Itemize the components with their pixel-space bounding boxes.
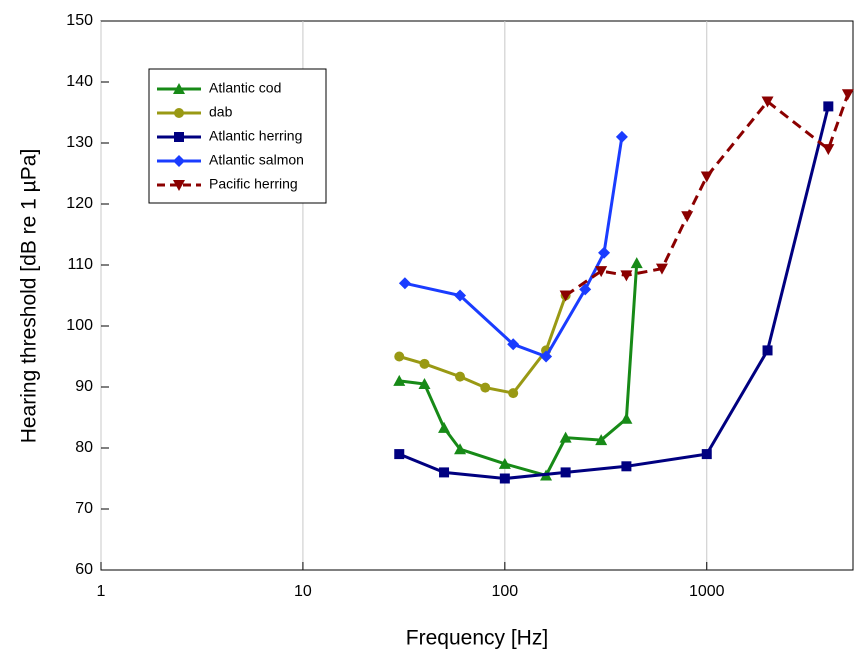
marker — [394, 449, 405, 460]
marker — [762, 345, 773, 356]
marker — [841, 89, 854, 101]
marker — [419, 358, 430, 369]
y-tick-label: 90 — [75, 378, 93, 395]
marker — [621, 461, 632, 472]
marker — [598, 246, 611, 259]
marker — [822, 144, 835, 156]
x-axis-label: Frequency [Hz] — [406, 627, 548, 650]
y-tick-label: 120 — [66, 195, 93, 212]
marker — [508, 388, 519, 399]
y-tick-label: 150 — [66, 12, 93, 29]
marker — [559, 431, 572, 443]
marker — [439, 467, 450, 478]
y-tick-label: 130 — [66, 134, 93, 151]
marker — [173, 155, 185, 167]
marker — [498, 457, 511, 469]
x-tick-label: 1 — [97, 583, 106, 600]
marker — [540, 350, 553, 363]
marker — [174, 108, 184, 118]
marker — [499, 473, 510, 484]
marker — [454, 289, 467, 302]
marker — [595, 434, 608, 446]
series-line — [404, 136, 624, 359]
y-axis-label: Hearing threshold [dB re 1 µPa] — [18, 149, 41, 444]
y-tick-label: 60 — [75, 561, 93, 578]
marker — [630, 257, 643, 269]
marker — [620, 412, 633, 424]
marker — [761, 96, 774, 108]
marker — [559, 290, 572, 302]
marker — [438, 421, 451, 433]
y-tick-label: 80 — [75, 439, 93, 456]
y-tick-label: 110 — [67, 256, 93, 273]
series-line — [398, 106, 830, 481]
y-tick-label: 100 — [66, 317, 93, 334]
legend-label: Atlantic herring — [209, 128, 302, 144]
marker — [173, 180, 185, 191]
marker — [681, 211, 694, 223]
marker — [455, 371, 466, 382]
legend-label: dab — [209, 104, 233, 120]
marker — [454, 443, 467, 455]
marker — [579, 283, 592, 296]
marker — [507, 338, 520, 351]
y-tick-label: 140 — [66, 73, 93, 90]
marker — [394, 351, 405, 362]
marker — [174, 132, 184, 142]
marker — [655, 263, 668, 275]
marker — [560, 467, 571, 478]
y-tick-label: 70 — [75, 500, 93, 517]
marker — [418, 377, 431, 389]
x-tick-label: 10 — [294, 583, 312, 600]
marker — [393, 374, 406, 386]
marker — [398, 277, 411, 290]
legend-label: Atlantic cod — [209, 80, 281, 96]
legend-label: Pacific herring — [209, 176, 298, 192]
marker — [620, 270, 633, 282]
marker — [480, 382, 491, 393]
legend-label: Atlantic salmon — [209, 152, 304, 168]
marker — [700, 171, 713, 183]
marker — [595, 266, 608, 278]
marker — [701, 449, 712, 460]
marker — [615, 130, 628, 143]
series-line — [399, 263, 639, 478]
marker — [173, 83, 185, 94]
x-tick-label: 100 — [491, 583, 518, 600]
x-tick-label: 1000 — [689, 583, 725, 600]
marker — [823, 101, 834, 112]
